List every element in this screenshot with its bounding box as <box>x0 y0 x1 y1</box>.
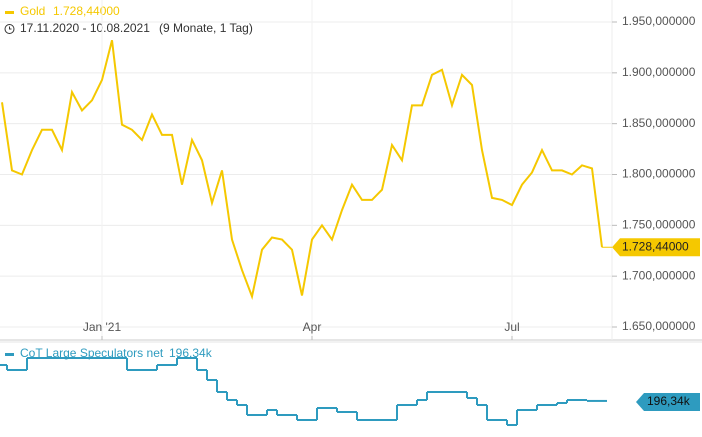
legend-value: 1.728,44000 <box>53 4 120 18</box>
duration: (9 Monate, 1 Tag) <box>159 21 253 35</box>
legend-value: 196,34k <box>169 346 213 360</box>
y-tick-label: 1.800,000000 <box>622 167 696 181</box>
x-tick-label: Jul <box>504 320 519 334</box>
y-tick-label: 1.650,000000 <box>622 319 696 333</box>
value-tag-label: 1.728,44000 <box>622 239 689 253</box>
y-tick-label: 1.850,000000 <box>622 116 696 130</box>
clock-icon <box>4 24 15 34</box>
y-tick-label: 1.700,000000 <box>622 268 696 282</box>
legend-swatch <box>5 353 14 356</box>
date-range: 17.11.2020 - 10.08.2021 <box>20 21 150 35</box>
legend-label: Gold <box>20 4 45 18</box>
x-tick-label: Apr <box>303 320 322 334</box>
value-tag <box>612 238 700 257</box>
clock-icon <box>9 26 12 30</box>
y-tick-label: 1.750,000000 <box>622 218 696 232</box>
line <box>1 40 603 301</box>
y-tick-label: 1.900,000000 <box>622 65 696 79</box>
legend-label: CoT Large Speculators net <box>20 346 164 360</box>
x-tick-label: Jan '21 <box>83 320 122 334</box>
value-tag <box>636 393 700 411</box>
y-tick-label: 1.950,000000 <box>622 14 696 28</box>
legend-swatch <box>5 11 14 14</box>
value-tag-label: 196,34k <box>647 394 691 408</box>
